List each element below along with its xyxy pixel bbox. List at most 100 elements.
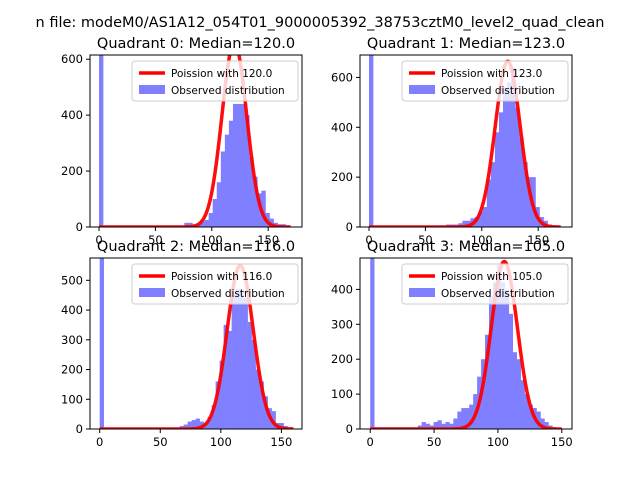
- hist-bar-27: [207, 417, 212, 429]
- hist-bar-13: [421, 422, 426, 429]
- hist-bar-28: [481, 359, 486, 429]
- x-tick-label-3: 150: [270, 435, 292, 449]
- axes-frame: [359, 54, 573, 228]
- hist-bar-23: [462, 220, 467, 227]
- hist-bar-24: [466, 220, 471, 227]
- legend-box: [401, 60, 569, 102]
- y-tick-label-3: 600: [61, 52, 83, 66]
- legend-box: [401, 263, 569, 305]
- x-tick-label-1: 50: [153, 435, 168, 449]
- hist-bar-23: [191, 420, 196, 429]
- chart-panel-1: 0 50 100 150 0 200 400 600 Poission with 123.0 Ob…: [331, 36, 573, 247]
- legend: Poission with 123.0 Observed distribution: [401, 60, 569, 102]
- poisson-curve: [99, 55, 291, 227]
- x-tick-label-1: 50: [148, 233, 163, 247]
- hist-bar-35: [241, 103, 246, 227]
- hist-bar-30: [488, 296, 494, 429]
- hist-bar-40: [528, 404, 533, 429]
- hist-bar-43: [540, 418, 545, 429]
- x-tick-label-3: 150: [257, 233, 279, 247]
- hist-bar-0: [370, 258, 375, 429]
- hist-bar-39: [257, 193, 262, 227]
- y-tick-label-1: 100: [331, 387, 353, 401]
- legend-swatch-observed: [409, 288, 435, 297]
- y-tick-label-3: 300: [331, 317, 353, 331]
- legend: Poission with 120.0 Observed distribution: [131, 60, 299, 102]
- figure-suptitle: n file: modeM0/AS1A12_054T01_9000005392_…: [36, 15, 605, 31]
- x-tick-label-1: 50: [427, 435, 442, 449]
- plot-area: [99, 258, 294, 429]
- y-tick-label-5: 500: [61, 273, 83, 287]
- hist-bar-36: [515, 107, 520, 227]
- x-tick-label-0: 0: [96, 435, 103, 449]
- legend-label-poisson: Poission with 105.0: [441, 271, 542, 283]
- legend-label-poisson: Poission with 123.0: [441, 68, 542, 80]
- x-tick-label-2: 100: [201, 233, 223, 247]
- hist-bar-30: [220, 151, 226, 227]
- legend-label-poisson: Poission with 116.0: [171, 271, 272, 283]
- x-tick-label-2: 100: [210, 435, 232, 449]
- y-tick-label-0: 0: [76, 422, 83, 436]
- y-tick-label-2: 200: [331, 352, 353, 366]
- hist-bar-36: [245, 115, 250, 227]
- chart-panel-2: 0 50 100 150 0 100 200 300 400 500 Poission with 1…: [61, 239, 303, 449]
- x-tick-label-2: 100: [487, 435, 509, 449]
- hist-bar-22: [187, 421, 192, 429]
- hist-bar-28: [482, 207, 488, 227]
- hist-bar-29: [486, 179, 492, 227]
- hist-bar-35: [239, 289, 244, 429]
- hist-bar-29: [215, 381, 220, 429]
- hist-bar-30: [219, 360, 224, 429]
- y-tick-label-3: 300: [61, 333, 83, 347]
- hist-bar-32: [227, 330, 232, 429]
- axes-frame: [89, 54, 303, 228]
- legend-label-observed: Observed distribution: [441, 288, 555, 300]
- hist-bar-41: [263, 396, 268, 429]
- hist-bar-33: [500, 282, 506, 429]
- y-tick-label-2: 400: [331, 120, 353, 134]
- hist-bar-21: [183, 424, 188, 429]
- legend: Poission with 116.0 Observed distribution: [131, 263, 299, 305]
- hist-bar-37: [519, 137, 524, 227]
- legend-swatch-observed: [139, 288, 165, 297]
- hist-bar-37: [247, 321, 252, 429]
- plot-area: [370, 258, 562, 429]
- hist-bar-34: [507, 82, 512, 227]
- hist-bar-22: [457, 411, 462, 429]
- plot-area: [369, 55, 561, 227]
- panel-title: Quadrant 2: Median=116.0: [97, 239, 295, 255]
- hist-bar-28: [212, 199, 218, 227]
- poisson-curve: [99, 263, 294, 429]
- hist-bar-38: [253, 176, 258, 227]
- hist-bar-28: [211, 405, 216, 429]
- legend-label-observed: Observed distribution: [171, 288, 285, 300]
- hist-bar-45: [279, 423, 284, 429]
- hist-bar-34: [235, 289, 240, 429]
- hist-bar-31: [223, 324, 228, 429]
- axes-frame: [89, 257, 303, 430]
- hist-bar-35: [511, 67, 516, 227]
- chart-panel-3: 0 50 100 150 0 100 200 300 400 Poission with 105.…: [331, 239, 573, 449]
- legend-label-poisson: Poission with 120.0: [171, 68, 272, 80]
- y-tick-label-4: 400: [61, 303, 83, 317]
- hist-bar-19: [445, 422, 450, 429]
- y-tick-label-0: 0: [346, 422, 353, 436]
- hist-bar-38: [520, 380, 525, 429]
- hist-bar-24: [465, 408, 470, 429]
- hist-bar-0: [369, 55, 374, 227]
- legend-label-observed: Observed distribution: [171, 85, 285, 97]
- hist-bar-27: [478, 212, 483, 227]
- y-tick-label-2: 200: [61, 363, 83, 377]
- hist-bar-39: [524, 394, 529, 429]
- hist-bar-32: [498, 112, 504, 227]
- hist-bar-33: [232, 103, 238, 227]
- hist-bar-38: [523, 162, 528, 227]
- y-tick-label-4: 400: [331, 282, 353, 296]
- hist-bar-16: [433, 422, 438, 429]
- hist-bar-33: [231, 295, 236, 429]
- plot-area: [99, 55, 291, 227]
- x-tick-label-0: 0: [367, 435, 374, 449]
- hist-bar-40: [261, 190, 266, 227]
- legend-label-observed: Observed distribution: [441, 85, 555, 97]
